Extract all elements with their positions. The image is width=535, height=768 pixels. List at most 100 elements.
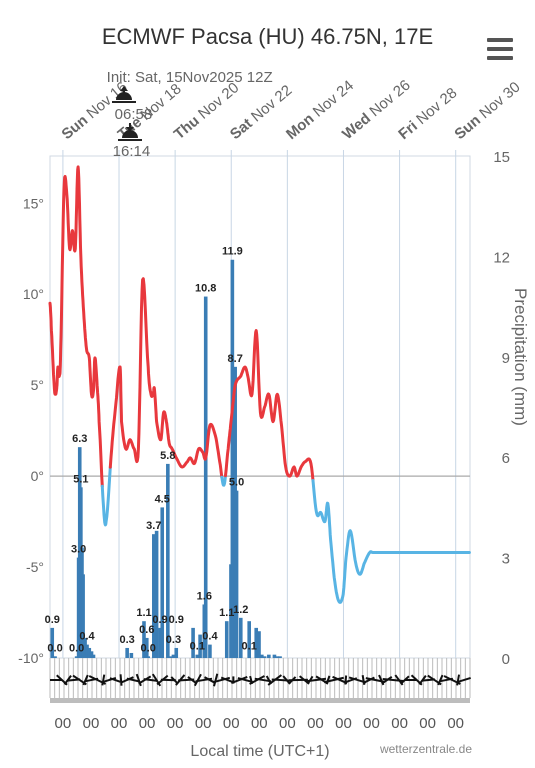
precip-bar	[191, 627, 195, 658]
precip-bar	[168, 656, 173, 658]
temp-segment-below-zero	[311, 479, 471, 604]
precip-bar	[142, 621, 146, 658]
wind-barb	[282, 675, 291, 685]
menu-bar	[487, 47, 513, 51]
wind-barb	[344, 675, 348, 685]
precip-value-label: 0.3	[120, 634, 135, 646]
precip-value-label: 4.5	[155, 493, 170, 505]
y-left-tick-label: -5°	[26, 559, 44, 575]
time-tick-label: 00	[363, 715, 380, 732]
temp-segment-above-zero	[48, 165, 104, 488]
wind-barb	[120, 676, 134, 684]
wind-barb	[323, 676, 344, 684]
wind-barb	[361, 675, 366, 685]
precip-bar	[203, 296, 208, 658]
temp-segment-below-zero	[220, 474, 227, 487]
y-right-axis-title: Precipitation (mm)	[511, 288, 530, 426]
y-left-tick-label: -10°	[18, 650, 44, 666]
y-right-tick-label: 3	[502, 551, 510, 568]
wind-barb	[187, 676, 197, 684]
wind-barb	[126, 677, 140, 683]
precip-value-label: 6.3	[72, 433, 87, 445]
precip-bar	[125, 647, 129, 658]
precip-value-label: 5.0	[229, 477, 244, 489]
y-left-tick-label: 5°	[31, 377, 44, 393]
precip-value-label: 1.6	[197, 590, 212, 602]
precip-value-label: 0.4	[79, 631, 95, 643]
y-right-tick-label: 9	[502, 350, 510, 367]
y-right-tick-label: 0	[502, 651, 510, 668]
wind-barb	[437, 674, 444, 686]
menu-bar	[487, 56, 513, 60]
wind-barb	[363, 676, 375, 684]
temperature-line	[48, 165, 471, 604]
precip-bar	[267, 654, 271, 658]
precip-value-label: 0.0	[69, 642, 84, 654]
precip-value-label: 3.0	[71, 544, 86, 556]
x-axis-title: Local time (UTC+1)	[190, 743, 329, 760]
precip-value-label: 0.9	[169, 614, 184, 626]
precip-bar	[89, 651, 94, 658]
sunrise-icon	[111, 86, 136, 103]
precip-value-label: 0.6	[139, 624, 154, 636]
time-tick-label: 00	[391, 715, 408, 732]
wind-barb	[220, 676, 235, 684]
precip-bar	[234, 490, 239, 658]
wind-barb	[237, 677, 253, 683]
wind-barb	[230, 675, 248, 685]
y-left-tick-label: 15°	[23, 195, 44, 211]
wind-barb	[101, 674, 106, 686]
precip-bar	[275, 656, 280, 658]
y-left-tick-label: 0°	[31, 468, 44, 484]
temp-segment-above-zero	[108, 277, 224, 479]
precip-value-label: 1.1	[219, 607, 234, 619]
menu-bar	[487, 38, 513, 42]
precip-bar	[154, 530, 159, 658]
precip-bar	[230, 259, 235, 658]
time-tick-label: 00	[335, 715, 352, 732]
precip-bar	[195, 654, 200, 658]
precip-bar	[74, 656, 79, 658]
precip-value-label: 0.4	[202, 631, 218, 643]
precip-bar	[247, 621, 251, 658]
precip-value-label: 0.9	[152, 614, 167, 626]
wind-barbs-row	[49, 658, 471, 698]
wind-barb	[170, 676, 178, 684]
temp-segment-above-zero	[224, 329, 315, 482]
precip-value-label: 0.1	[190, 641, 205, 653]
precip-bar	[262, 656, 267, 658]
precip-value-label: 5.8	[160, 450, 175, 462]
precip-bar	[254, 627, 259, 658]
precip-bar	[146, 656, 150, 658]
precip-value-label: 0.0	[141, 642, 156, 654]
time-axis-bar	[50, 698, 470, 703]
precip-value-label: 1.1	[136, 607, 151, 619]
precip-bar	[81, 574, 85, 658]
time-tick-label: 00	[223, 715, 240, 732]
time-axis: 00 00 00 00 00 00 00 00 00 00 00 00 00 00 00	[50, 698, 470, 732]
precip-bar	[91, 654, 96, 658]
precipitation-bars	[50, 259, 282, 658]
time-tick-label: 00	[251, 715, 268, 732]
wind-barb	[325, 675, 331, 685]
precip-bar	[158, 627, 162, 658]
wind-barb	[213, 676, 231, 684]
wind-barb	[135, 673, 142, 687]
wind-barb	[213, 673, 219, 687]
temp-segment-below-zero	[100, 465, 112, 527]
precip-value-label: 0.9	[45, 614, 60, 626]
time-tick-label: 00	[167, 715, 184, 732]
precip-bar	[272, 654, 277, 658]
precip-bar	[174, 647, 179, 658]
precip-bar	[144, 637, 149, 658]
precip-bar	[166, 463, 170, 658]
precip-bar	[278, 656, 282, 658]
time-tick-label: 00	[139, 715, 156, 732]
hamburger-menu-icon[interactable]	[487, 38, 513, 60]
wind-barb	[119, 674, 123, 686]
precip-bar	[87, 647, 92, 658]
wind-barb	[82, 674, 89, 686]
precip-bar	[171, 654, 176, 658]
